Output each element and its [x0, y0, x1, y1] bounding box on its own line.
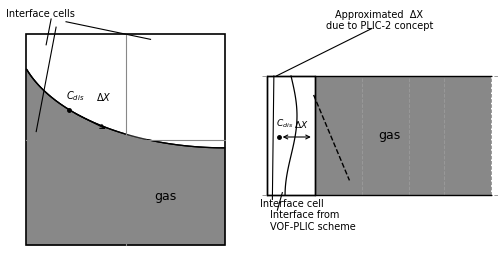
Text: Interface cell: Interface cell [260, 199, 324, 209]
Bar [314, 76, 491, 195]
Text: $C_{dis}$: $C_{dis}$ [276, 118, 293, 130]
Text: $\Delta X$: $\Delta X$ [96, 91, 112, 103]
Text: gas: gas [378, 129, 400, 142]
Text: Interface cells: Interface cells [6, 9, 75, 19]
Bar [268, 76, 314, 195]
Polygon shape [26, 69, 225, 246]
Bar [26, 34, 225, 246]
Text: Interface from
VOF-PLIC scheme: Interface from VOF-PLIC scheme [270, 210, 356, 232]
Text: gas: gas [154, 190, 176, 203]
Text: $\Delta X$: $\Delta X$ [294, 119, 308, 130]
Text: Approximated  ΔX
due to PLIC-2 concept: Approximated ΔX due to PLIC-2 concept [326, 10, 433, 31]
Text: $C_{dis}$: $C_{dis}$ [66, 89, 84, 103]
